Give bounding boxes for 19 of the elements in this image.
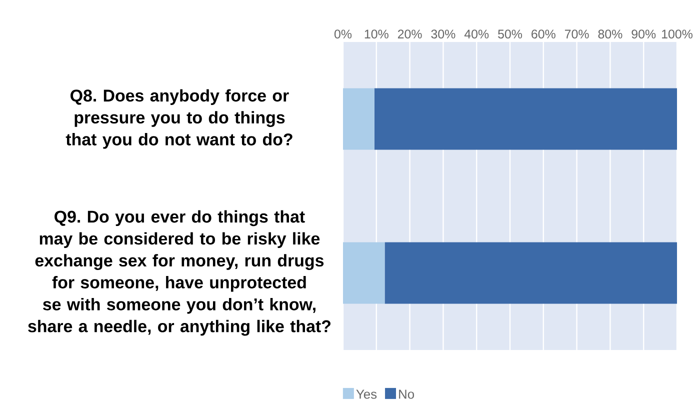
legend-label: No <box>399 390 414 399</box>
y-tick-label: Q8. Does anybody force or pressure you to do things that you do not want to do? <box>66 89 292 149</box>
x-tick-label: 10% <box>364 30 388 38</box>
x-tick-label: 70% <box>564 30 589 38</box>
x-tick-label: 0% <box>334 30 352 38</box>
x-tick-label: 100% <box>662 30 692 38</box>
x-tick-label: 80% <box>598 30 622 38</box>
bar <box>384 242 677 304</box>
x-tick-label: 30% <box>431 30 456 38</box>
x-tick-label: 60% <box>532 30 556 38</box>
bar <box>343 242 385 304</box>
legend-label: Yes <box>356 390 377 399</box>
x-tick-label: 90% <box>632 30 656 38</box>
y-tick-label: Q9. Do you ever do things that may be considered to be risky like exchange sex for money, run drugs for someone, have unprotected se with someone you don’t know, share a needle, or anything like that? <box>28 210 330 336</box>
x-tick-label: 40% <box>464 30 489 38</box>
bar <box>343 88 374 150</box>
x-tick-label: 50% <box>498 30 522 38</box>
bar <box>374 88 677 150</box>
x-tick-label: 20% <box>398 30 422 38</box>
